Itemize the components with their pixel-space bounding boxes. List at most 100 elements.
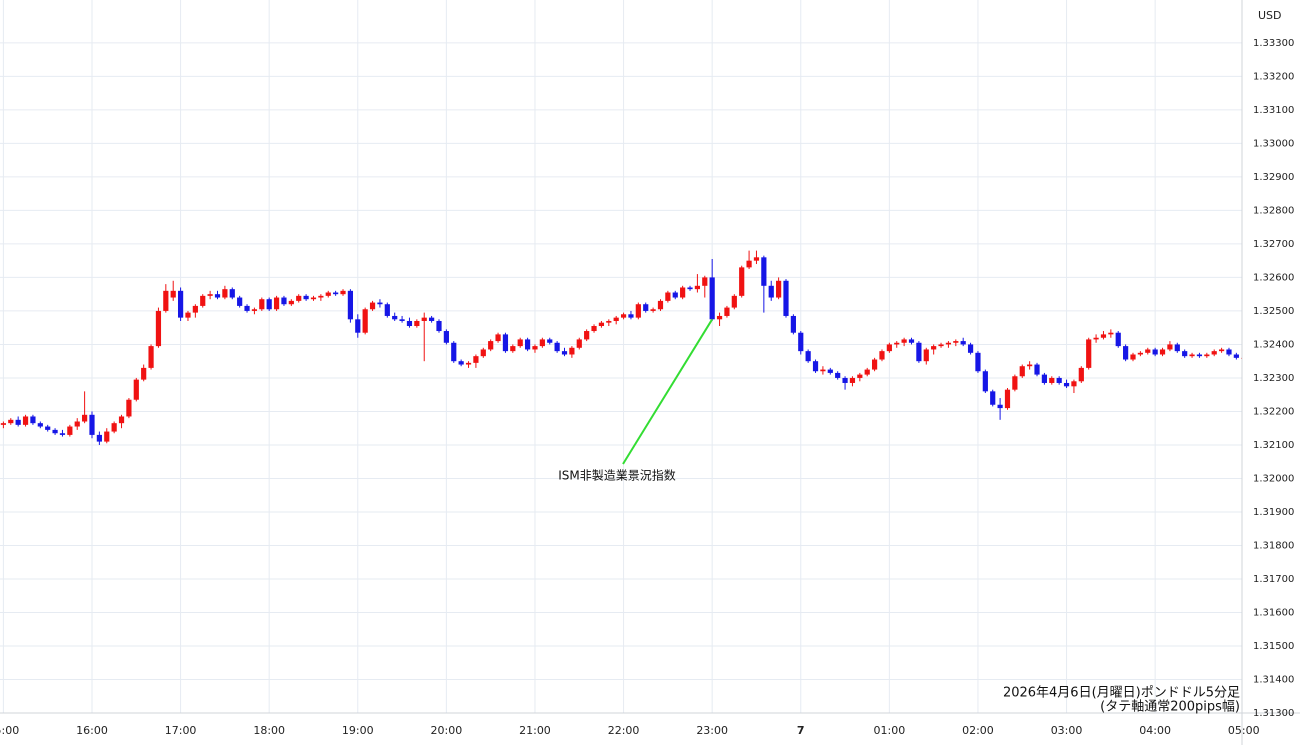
note-line: (タテ軸通常200pips幅): [1100, 700, 1240, 715]
candle-body: [731, 295, 737, 308]
candle-body: [30, 416, 36, 424]
candle-body: [960, 341, 966, 345]
candle-body: [1189, 354, 1195, 357]
candle-body: [1086, 339, 1092, 368]
candle-body: [510, 346, 516, 352]
candle-body: [296, 295, 302, 301]
currency-label: USD: [1258, 9, 1282, 22]
candle-body: [798, 332, 804, 352]
candle-body: [288, 300, 294, 305]
candle-body: [1027, 364, 1033, 367]
x-tick-label: 7: [797, 724, 805, 737]
candle-body: [746, 260, 752, 268]
x-tick-label: 05:00: [1228, 724, 1260, 737]
candle-body: [207, 294, 213, 296]
x-tick-label: 21:00: [519, 724, 551, 737]
candle-body: [753, 257, 760, 261]
y-tick-label: 1.32400: [1253, 339, 1294, 350]
candle-body: [849, 377, 856, 383]
candle-body: [857, 374, 863, 378]
candle-body: [0, 423, 6, 425]
candle-body: [465, 362, 472, 365]
candle-body: [820, 369, 826, 372]
candle-body: [561, 351, 568, 355]
candle-body: [222, 289, 228, 298]
candle-body: [1056, 377, 1062, 383]
candle-body: [524, 339, 531, 350]
x-tick-label: 23:00: [696, 724, 728, 737]
candle-body: [709, 277, 715, 320]
candle-body: [1049, 377, 1055, 383]
candle-body: [192, 305, 198, 313]
candle-body: [687, 287, 693, 290]
candle-body: [1012, 376, 1018, 390]
y-tick-label: 1.32500: [1253, 306, 1294, 317]
candle-body: [45, 426, 51, 430]
candle-body: [177, 290, 184, 318]
candle-body: [680, 287, 686, 298]
candle-body: [15, 419, 21, 425]
candle-body: [126, 399, 132, 417]
candle-body: [598, 322, 605, 327]
y-tick-label: 1.32000: [1253, 473, 1294, 484]
y-tick-label: 1.31900: [1253, 507, 1294, 518]
annotation-layer: ISM非製造業景況指数: [558, 318, 714, 483]
candle-body: [347, 290, 354, 320]
candle-body: [739, 267, 745, 296]
candle-body: [975, 352, 981, 372]
y-tick-label: 1.31800: [1253, 540, 1294, 551]
y-tick-label: 1.33200: [1253, 71, 1294, 82]
candle-body: [628, 314, 634, 318]
candle-body: [827, 369, 833, 373]
time-axis-panel: [0, 713, 1300, 745]
candle-body: [790, 315, 796, 333]
y-tick-label: 1.32800: [1253, 205, 1294, 216]
y-tick-label: 1.32100: [1253, 440, 1294, 451]
candle-body: [1108, 332, 1114, 335]
candle-body: [982, 371, 988, 392]
y-tick-label: 1.32300: [1253, 373, 1294, 384]
candle-body: [805, 351, 811, 362]
candle-body: [170, 290, 176, 298]
x-tick-label: 02:00: [962, 724, 994, 737]
candle-body: [908, 339, 915, 343]
candle-body: [22, 416, 29, 425]
candle-body: [1063, 382, 1070, 387]
candle-body: [842, 377, 848, 383]
candle-body: [1041, 374, 1048, 383]
candle-body: [200, 295, 206, 306]
candle-body: [340, 290, 346, 295]
candle-body: [532, 346, 538, 350]
candle-body: [141, 367, 147, 380]
candle-body: [377, 302, 383, 305]
candle-body: [436, 320, 442, 332]
candle-body: [1100, 334, 1107, 338]
y-tick-label: 1.31700: [1253, 574, 1294, 585]
candle-body: [931, 346, 937, 350]
x-tick-label: 20:00: [431, 724, 463, 737]
candle-body: [613, 317, 619, 321]
candle-body: [406, 320, 413, 327]
candle-body: [333, 292, 339, 295]
candle-body: [458, 361, 464, 365]
candle-body: [1034, 364, 1040, 375]
candle-body: [1078, 367, 1084, 382]
y-tick-label: 1.31400: [1253, 674, 1294, 685]
candle-body: [237, 297, 243, 306]
candle-body: [429, 317, 435, 321]
candle-body: [89, 414, 95, 435]
candle-body: [111, 423, 117, 432]
candle-body: [547, 339, 553, 343]
candle-body: [318, 295, 324, 298]
candle-body: [59, 433, 66, 435]
candle-body: [665, 292, 671, 301]
x-tick-label: 01:00: [874, 724, 906, 737]
candle-body: [650, 309, 656, 311]
candle-body: [1130, 354, 1136, 360]
candle-body: [1211, 351, 1217, 355]
y-tick-label: 1.31300: [1253, 708, 1294, 719]
candle-body: [694, 285, 701, 290]
candle-body: [1071, 381, 1077, 387]
